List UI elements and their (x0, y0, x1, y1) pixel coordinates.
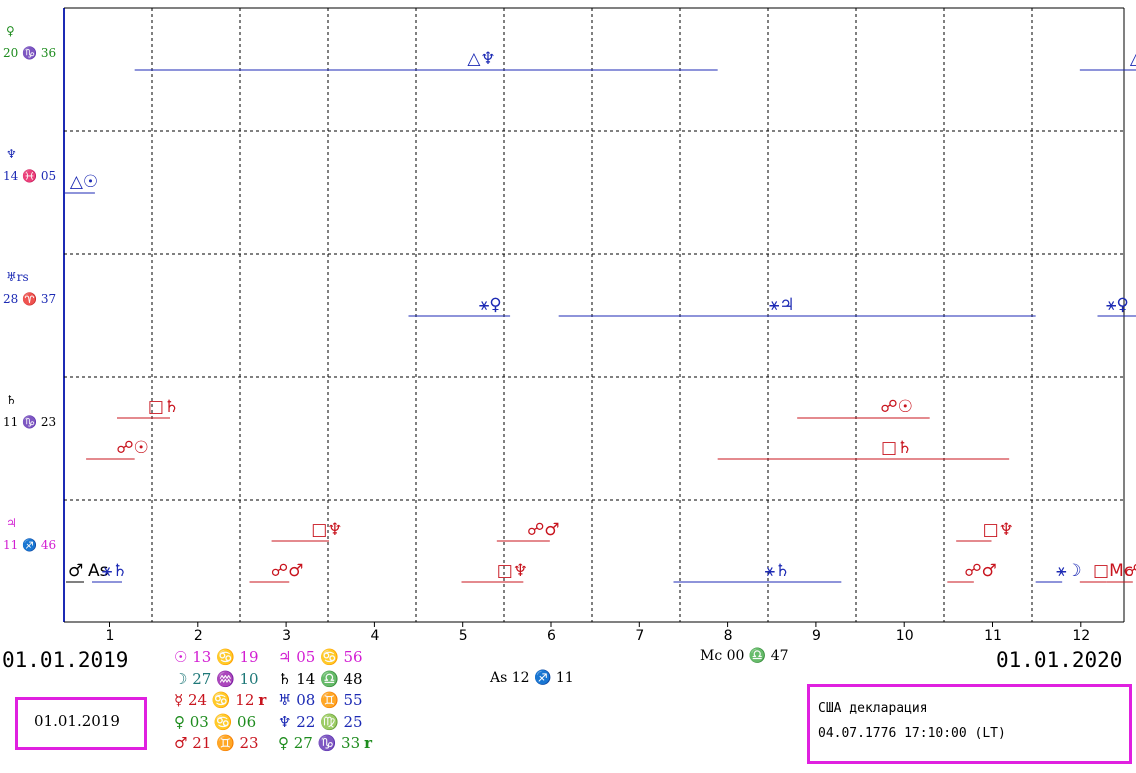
aspect-glyph: ☍♀ (1125, 561, 1136, 581)
aspect-glyph: □♆ (497, 561, 528, 581)
aspect-glyph: □♄ (881, 438, 912, 458)
row-position-label: 11 ♐ 46 (3, 538, 57, 552)
row-planet-label: ♅rs (6, 270, 29, 284)
date-box[interactable]: 01.01.2019 (15, 697, 147, 750)
chart-name: США декларация (818, 701, 928, 716)
row-position-label: 20 ♑ 36 (3, 46, 57, 60)
natal-position: ♂ 21 ♊ 23 (174, 734, 259, 752)
x-tick-label: 11 (984, 628, 1002, 644)
x-tick-label: 2 (194, 628, 203, 644)
row-position-label: 11 ♑ 23 (3, 415, 57, 429)
as-position: As 12 ♐ 11 (490, 670, 574, 686)
row-planet-label: ♀ (6, 24, 15, 38)
start-date: 01.01.2019 (2, 648, 129, 672)
aspect-glyph: ☍♂ (271, 561, 303, 581)
row-planet-label: ♃ (6, 516, 17, 530)
x-tick-label: 9 (812, 628, 821, 644)
x-tick-label: 3 (282, 628, 291, 644)
sextile-saturn-glyph: ⚹♄ (102, 561, 127, 581)
retrograde-mark: r (364, 734, 373, 752)
row-planet-label: ♆ (6, 147, 17, 161)
aspect-glyph: ☍☉ (116, 438, 148, 458)
chart-info-box: США декларация 04.07.1776 17:10:00 (LT) (807, 684, 1132, 764)
x-tick-label: 1 (106, 628, 115, 644)
aspect-glyph: ☍☉ (880, 397, 912, 417)
row-position-label: 28 ♈ 37 (3, 292, 57, 306)
natal-position: ☉ 13 ♋ 19 (174, 648, 259, 666)
aspect-glyph: □Mc (1093, 561, 1133, 581)
aspect-glyph: □♆ (983, 520, 1014, 540)
natal-position: ♄ 14 ♎ 48 (278, 669, 363, 688)
x-tick-label: 10 (896, 628, 914, 644)
x-tick-label: 4 (370, 628, 379, 644)
aspect-glyph: □♆ (311, 520, 342, 540)
date-box-label: 01.01.2019 (34, 712, 120, 730)
aspect-glyph: ☍♂ (527, 520, 559, 540)
natal-position: ☽ 27 ♒ 10 (174, 669, 259, 688)
natal-position: ♀ 03 ♋ 06 (174, 712, 257, 731)
aspect-glyph: □♄ (148, 397, 179, 417)
aspect-glyph: △♆ (467, 49, 495, 69)
as-glyph: As (88, 561, 109, 581)
retrograde-mark: r (258, 691, 267, 709)
row-planet-label: ♄ (6, 393, 17, 407)
x-tick-label: 7 (635, 628, 644, 644)
row-position-label: 14 ♓ 05 (3, 169, 57, 183)
mc-position: Mc 00 ♎ 47 (700, 648, 789, 664)
aspect-glyph: △♆ (1130, 49, 1136, 69)
aspect-glyph: ☍♂ (964, 561, 996, 581)
end-date: 01.01.2020 (996, 648, 1123, 672)
x-tick-label: 8 (724, 628, 733, 644)
aspect-glyph: △☉ (70, 172, 98, 192)
aspect-glyph: ⚹♄ (765, 561, 790, 581)
chart-datetime: 04.07.1776 17:10:00 (LT) (818, 726, 1006, 741)
aspect-glyph: ⚹♀ (479, 295, 502, 315)
mars-glyph: ♂ (68, 561, 83, 581)
aspect-glyph: ⚹♀ (1106, 295, 1129, 315)
x-tick-label: 5 (459, 628, 468, 644)
aspect-glyph: ⚹☽ (1056, 561, 1081, 581)
natal-position: ♀ 27 ♑ 33 r (278, 734, 373, 752)
natal-position: ♆ 22 ♍ 25 (278, 712, 363, 731)
x-tick-label: 12 (1072, 628, 1090, 644)
x-tick-label: 6 (547, 628, 556, 644)
natal-position: ♅ 08 ♊ 55 (278, 691, 363, 709)
natal-position: ♃ 05 ♋ 56 (278, 648, 363, 666)
natal-position: ☿ 24 ♋ 12 r (174, 691, 267, 709)
aspect-glyph: ⚹♃ (769, 295, 794, 315)
